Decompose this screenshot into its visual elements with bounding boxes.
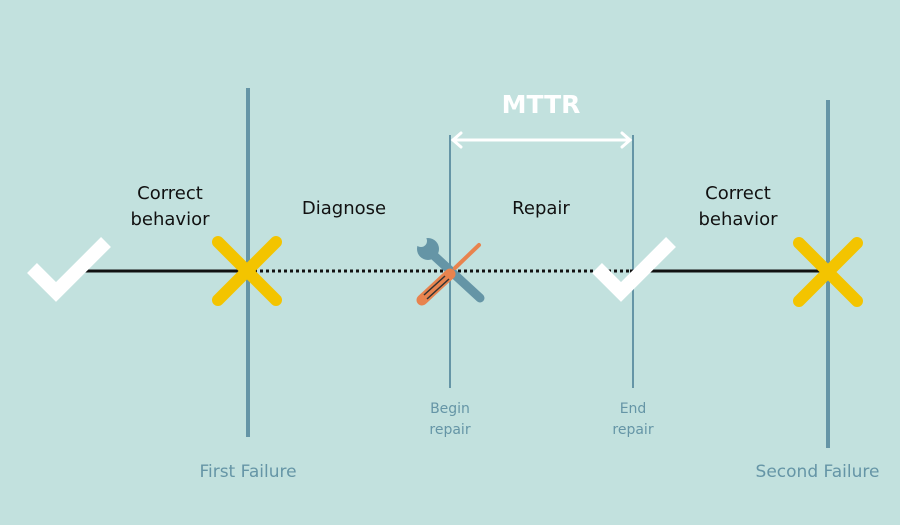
marker-label: Begin xyxy=(430,401,470,417)
phase-label: behavior xyxy=(698,209,778,230)
check-icon xyxy=(27,237,111,302)
phase-label: Correct xyxy=(705,183,771,204)
first-failure-label: First Failure xyxy=(199,462,297,482)
x-failure-icon xyxy=(793,237,863,307)
phase-correct-behavior-1: Correct behavior xyxy=(110,181,230,233)
phase-label: Correct xyxy=(137,183,203,204)
begin-repair-label: Begin repair xyxy=(410,399,490,441)
wrench-screwdriver-icon xyxy=(415,235,485,306)
marker-label: repair xyxy=(429,422,471,438)
marker-label: repair xyxy=(612,422,654,438)
phase-diagnose: Diagnose xyxy=(301,198,387,219)
check-icon xyxy=(592,237,676,302)
end-repair-label: End repair xyxy=(593,399,673,441)
phase-label: behavior xyxy=(130,209,210,230)
mttr-arrow xyxy=(450,131,633,149)
second-failure-label: Second Failure xyxy=(755,462,880,482)
mttr-title: MTTR xyxy=(501,90,581,119)
phase-repair: Repair xyxy=(512,198,570,219)
marker-label: End xyxy=(619,401,647,417)
x-failure-icon xyxy=(212,236,282,306)
phase-correct-behavior-2: Correct behavior xyxy=(678,181,798,233)
